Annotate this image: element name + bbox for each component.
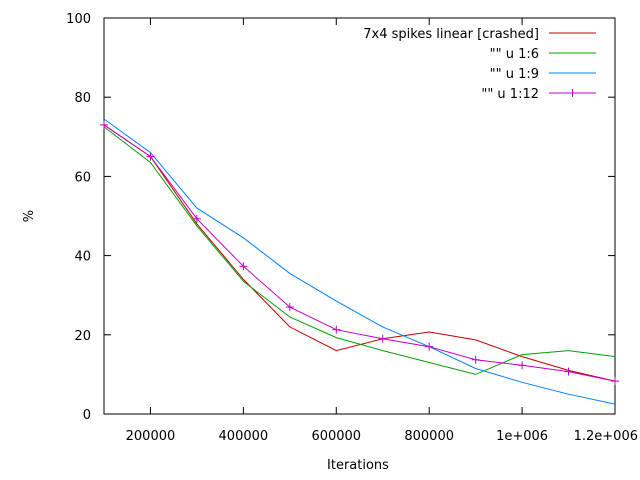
data-point [378, 334, 387, 343]
y-tick-label: 40 [74, 250, 91, 265]
x-tick-label: 400000 [219, 429, 269, 444]
data-point [425, 342, 434, 351]
data-point [285, 303, 294, 312]
legend-label: 7x4 spikes linear [crashed] [363, 27, 539, 42]
series-line-0 [103, 124, 616, 382]
data-point [192, 214, 201, 223]
y-axis-label: % [22, 210, 37, 222]
series-line-3 [103, 124, 616, 382]
legend-label: "" u 1:6 [490, 47, 539, 62]
legend: 7x4 spikes linear [crashed] "" u 1:6 "" u … [363, 27, 596, 102]
data-point [239, 262, 248, 271]
axis-ticks: 0 20 40 60 80 100 200000 400000 600000 800000 1e+0… [66, 12, 638, 444]
series-lines [100, 118, 619, 405]
data-point [611, 377, 619, 386]
data-point [471, 355, 480, 364]
series-line-1 [103, 126, 616, 375]
y-tick-label: 100 [66, 12, 91, 27]
y-tick-label: 20 [74, 329, 91, 344]
y-tick-label: 60 [74, 170, 91, 185]
x-tick-label: 200000 [126, 429, 176, 444]
x-tick-label: 1.2e+006 [574, 429, 638, 444]
y-tick-label: 0 [83, 408, 91, 423]
data-point [100, 120, 108, 129]
data-point [518, 361, 527, 370]
x-axis-label: Iterations [327, 458, 389, 473]
data-point [564, 367, 573, 376]
legend-label: "" u 1:12 [481, 87, 539, 102]
data-point [332, 325, 341, 334]
legend-label: "" u 1:9 [490, 67, 539, 82]
data-point [146, 152, 155, 161]
x-tick-label: 1e+006 [496, 429, 548, 444]
plot-border [103, 17, 616, 415]
plot-area [103, 17, 616, 415]
y-tick-label: 80 [74, 91, 91, 106]
series-line-2 [103, 118, 616, 405]
x-tick-label: 600000 [311, 429, 361, 444]
x-tick-label: 800000 [404, 429, 454, 444]
